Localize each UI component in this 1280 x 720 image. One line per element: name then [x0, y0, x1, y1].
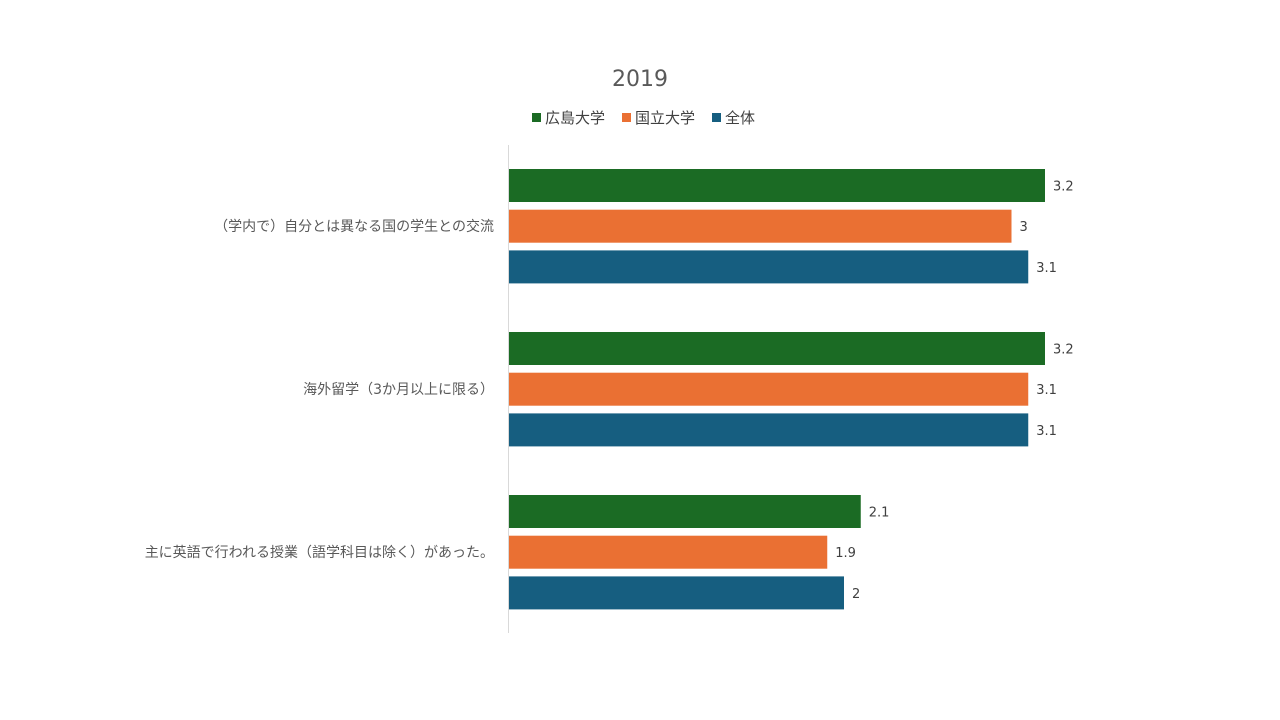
- bar: [509, 250, 1029, 284]
- legend: 広島大学 国立大学 全体: [532, 109, 755, 127]
- category-label: 主に英語で行われる授業（語学科目は除く）があった。: [145, 544, 494, 561]
- data-label: 3.2: [1053, 180, 1074, 195]
- plot-area: （学内で）自分とは異なる国の学生との交流 3.2 3 3.1 海外留学（3か月以上に限る…: [145, 169, 1074, 610]
- bar: [509, 576, 844, 610]
- bar: [509, 535, 828, 569]
- legend-label: 全体: [725, 109, 755, 127]
- bar: [509, 372, 1029, 406]
- bar: [509, 495, 861, 528]
- bar: [509, 332, 1045, 365]
- legend-swatch: [712, 113, 721, 122]
- data-label: 2.1: [869, 506, 890, 521]
- legend-swatch: [622, 113, 631, 122]
- legend-swatch: [532, 113, 541, 122]
- data-label: 3.1: [1036, 383, 1057, 398]
- category-label: （学内で）自分とは異なる国の学生との交流: [214, 218, 494, 235]
- data-label: 1.9: [835, 546, 856, 561]
- data-label: 3.2: [1053, 343, 1074, 358]
- data-label: 3.1: [1036, 424, 1057, 439]
- chart-title: 2019: [612, 67, 668, 92]
- bar: [509, 209, 1012, 243]
- legend-label: 国立大学: [635, 109, 695, 127]
- bar: [509, 169, 1045, 202]
- category-label: 海外留学（3か月以上に限る）: [303, 382, 494, 398]
- data-label: 2: [852, 587, 860, 602]
- data-label: 3.1: [1036, 261, 1057, 276]
- legend-label: 広島大学: [545, 109, 605, 127]
- data-label: 3: [1020, 220, 1028, 235]
- bar: [509, 413, 1029, 447]
